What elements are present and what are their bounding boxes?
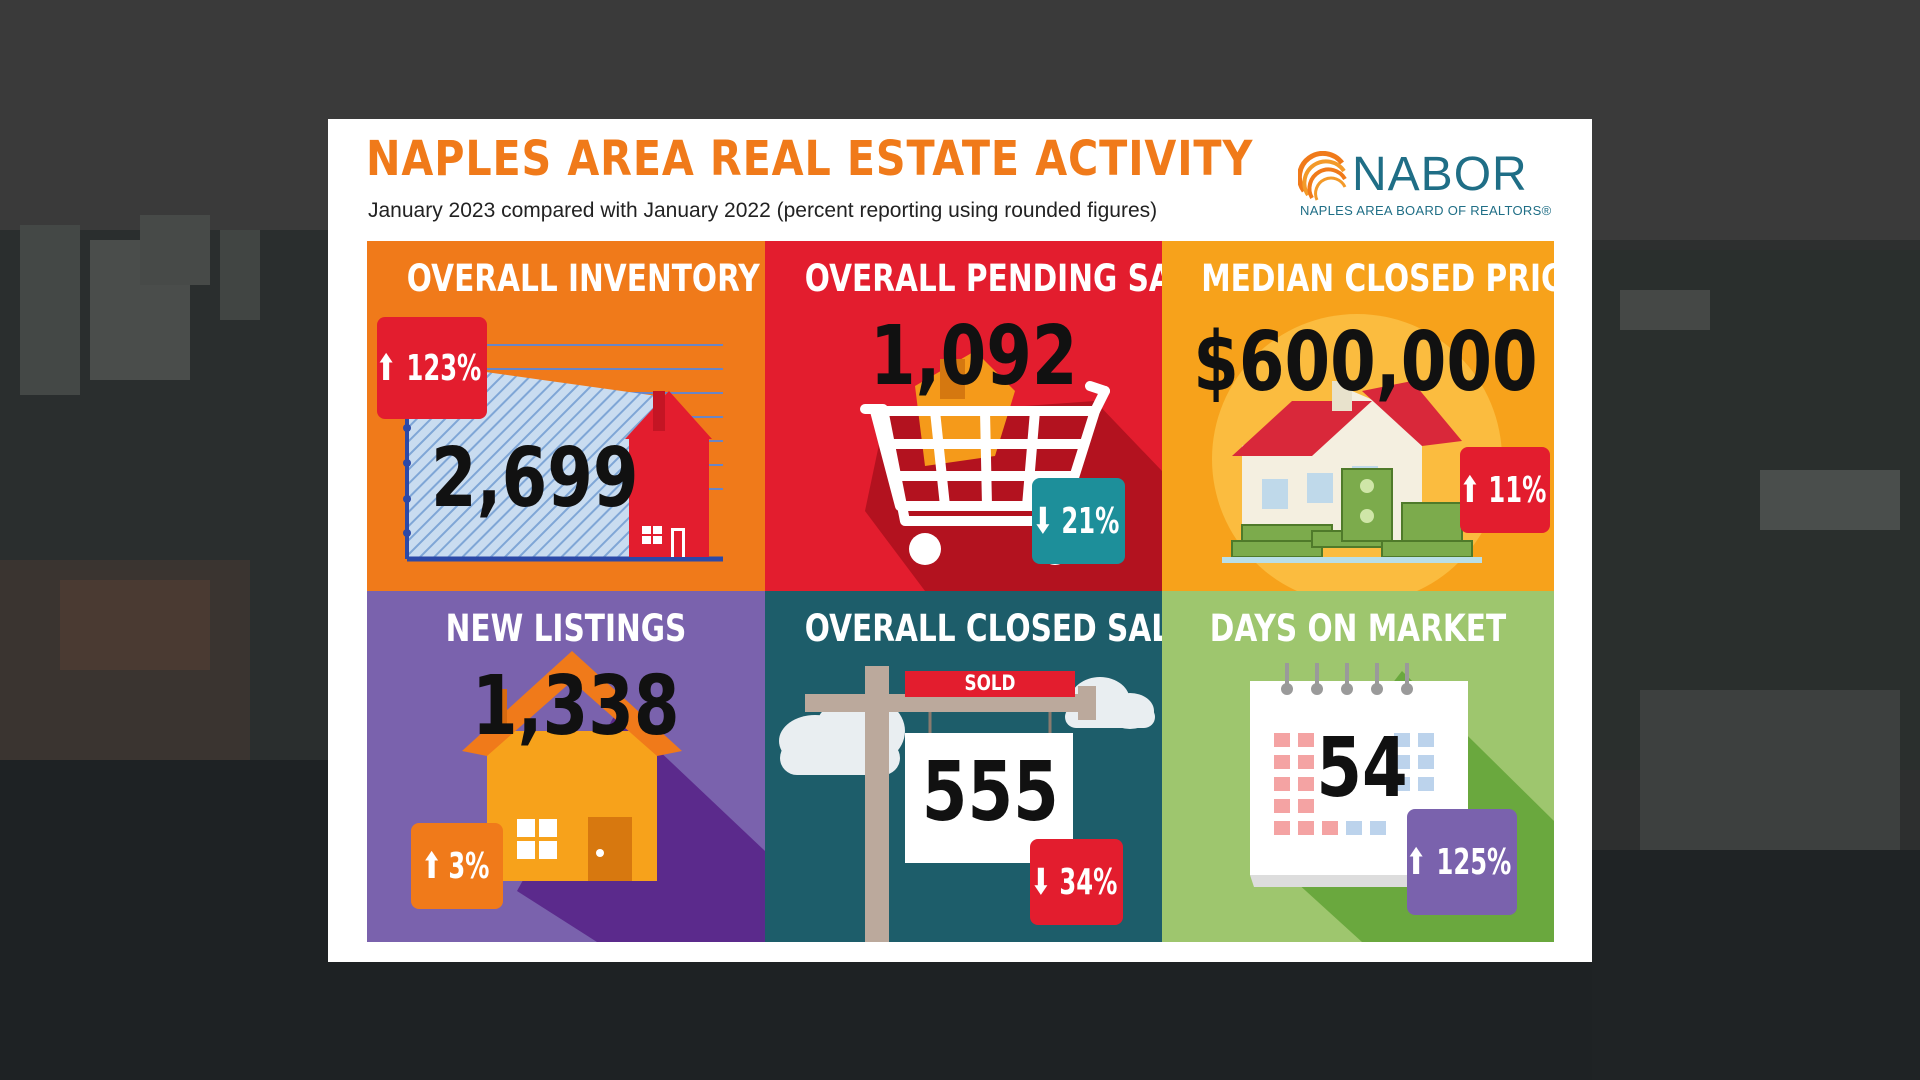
page-subtitle: January 2023 compared with January 2022 … bbox=[368, 199, 1158, 222]
arrow-up-icon: ⬆ bbox=[421, 845, 443, 887]
shopping-cart-icon bbox=[860, 351, 1162, 591]
nabor-logo: NABOR NAPLES AREA BOARD OF REALTORS® bbox=[1298, 148, 1558, 221]
tile-title: OVERALL CLOSED SALES bbox=[804, 607, 1162, 650]
change-badge: ⬇ 34% bbox=[1030, 839, 1123, 925]
change-value: 3% bbox=[448, 845, 490, 887]
tile-overall-inventory: OVERALL INVENTORY 2,699 ⬆ 123% bbox=[367, 241, 765, 591]
tile-value: $600,000 bbox=[1193, 315, 1538, 410]
infographic-card: NAPLES AREA REAL ESTATE ACTIVITY January… bbox=[328, 119, 1592, 962]
tile-value: 555 bbox=[921, 745, 1059, 840]
house-money-icon bbox=[1212, 314, 1502, 591]
arrow-up-icon: ⬆ bbox=[1459, 469, 1480, 511]
change-value: 21% bbox=[1061, 500, 1120, 542]
change-value: 34% bbox=[1059, 861, 1118, 903]
tile-title: OVERALL PENDING SALES bbox=[804, 257, 1162, 300]
logo-name: NABOR bbox=[1352, 148, 1528, 201]
tile-overall-closed-sales: OVERALL CLOSED SALES SOLD 555 ⬇34% bbox=[765, 591, 1162, 942]
tile-days-on-market: DAYS ON MARKET 54 ⬆ 125% bbox=[1162, 591, 1554, 942]
tile-overall-pending-sales: OVERALL PENDING SALES 1,092 ⬇21% bbox=[765, 241, 1162, 591]
tile-value: 54 bbox=[1316, 721, 1408, 816]
change-badge: ⬆ 3% bbox=[411, 823, 503, 909]
arrow-down-icon: ⬇ bbox=[1033, 500, 1054, 542]
arrow-up-icon: ⬆ bbox=[376, 347, 397, 389]
tile-new-listings: NEW LISTINGS 1,338 ⬆ 3% bbox=[367, 591, 765, 942]
change-badge: ⬇ 21% bbox=[1032, 478, 1125, 564]
tile-title: MEDIAN CLOSED PRICE bbox=[1201, 257, 1554, 300]
change-badge: ⬆ 123% bbox=[376, 317, 487, 419]
shell-logo-icon bbox=[1298, 151, 1347, 201]
tile-value: 1,092 bbox=[870, 309, 1078, 404]
tile-title: NEW LISTINGS bbox=[445, 607, 687, 650]
change-value: 11% bbox=[1488, 469, 1547, 511]
logo-tagline: NAPLES AREA BOARD OF REALTORS® bbox=[1300, 203, 1552, 218]
change-badge: ⬆ 11% bbox=[1460, 447, 1550, 533]
tile-title: OVERALL INVENTORY bbox=[406, 257, 760, 300]
tile-title: DAYS ON MARKET bbox=[1209, 607, 1507, 650]
arrow-down-icon: ⬇ bbox=[1031, 861, 1052, 903]
change-value: 125% bbox=[1436, 841, 1512, 883]
stats-grid: OVERALL INVENTORY 2,699 ⬆ 123% bbox=[367, 241, 1554, 942]
change-badge: ⬆ 125% bbox=[1406, 809, 1517, 915]
tile-value: 1,338 bbox=[472, 659, 680, 754]
change-value: 123% bbox=[406, 347, 482, 389]
sold-label: SOLD bbox=[964, 671, 1016, 695]
tile-median-closed-price: MEDIAN CLOSED PRICE $600,000 ⬆ 11% bbox=[1162, 241, 1554, 591]
house-icon bbox=[462, 651, 765, 942]
page-title: NAPLES AREA REAL ESTATE ACTIVITY bbox=[366, 131, 1254, 187]
arrow-up-icon: ⬆ bbox=[1406, 841, 1427, 883]
tile-value: 2,699 bbox=[431, 431, 639, 526]
